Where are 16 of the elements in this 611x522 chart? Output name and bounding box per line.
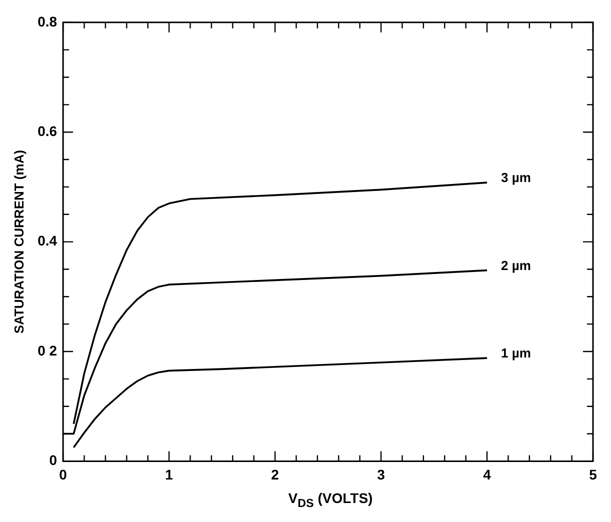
y-tick-label: 0 [49,452,58,468]
y-axis-title: SATURATION CURRENT (mA) [11,150,26,334]
x-tick-label: 0 [59,466,68,482]
x-tick-label: 5 [589,466,598,482]
series-label: 3 µm [501,170,531,186]
y-tick-label: 0.6 [38,122,58,139]
y-tick-label: 0.8 [38,13,58,30]
x-axis-title: V$_{DS}$ (VOLTS) [287,490,374,510]
series-label: 1 µm [501,346,531,361]
series-label: 2 µm [501,258,531,273]
y-tick-label: 0.4 [38,232,58,249]
x-tick-label: 2 [271,466,280,482]
y-tick-label: 0 2 [38,342,58,358]
x-tick-label: 4 [483,466,492,482]
x-tick-label: 1 [165,466,174,482]
x-tick-label: 3 [377,466,386,482]
